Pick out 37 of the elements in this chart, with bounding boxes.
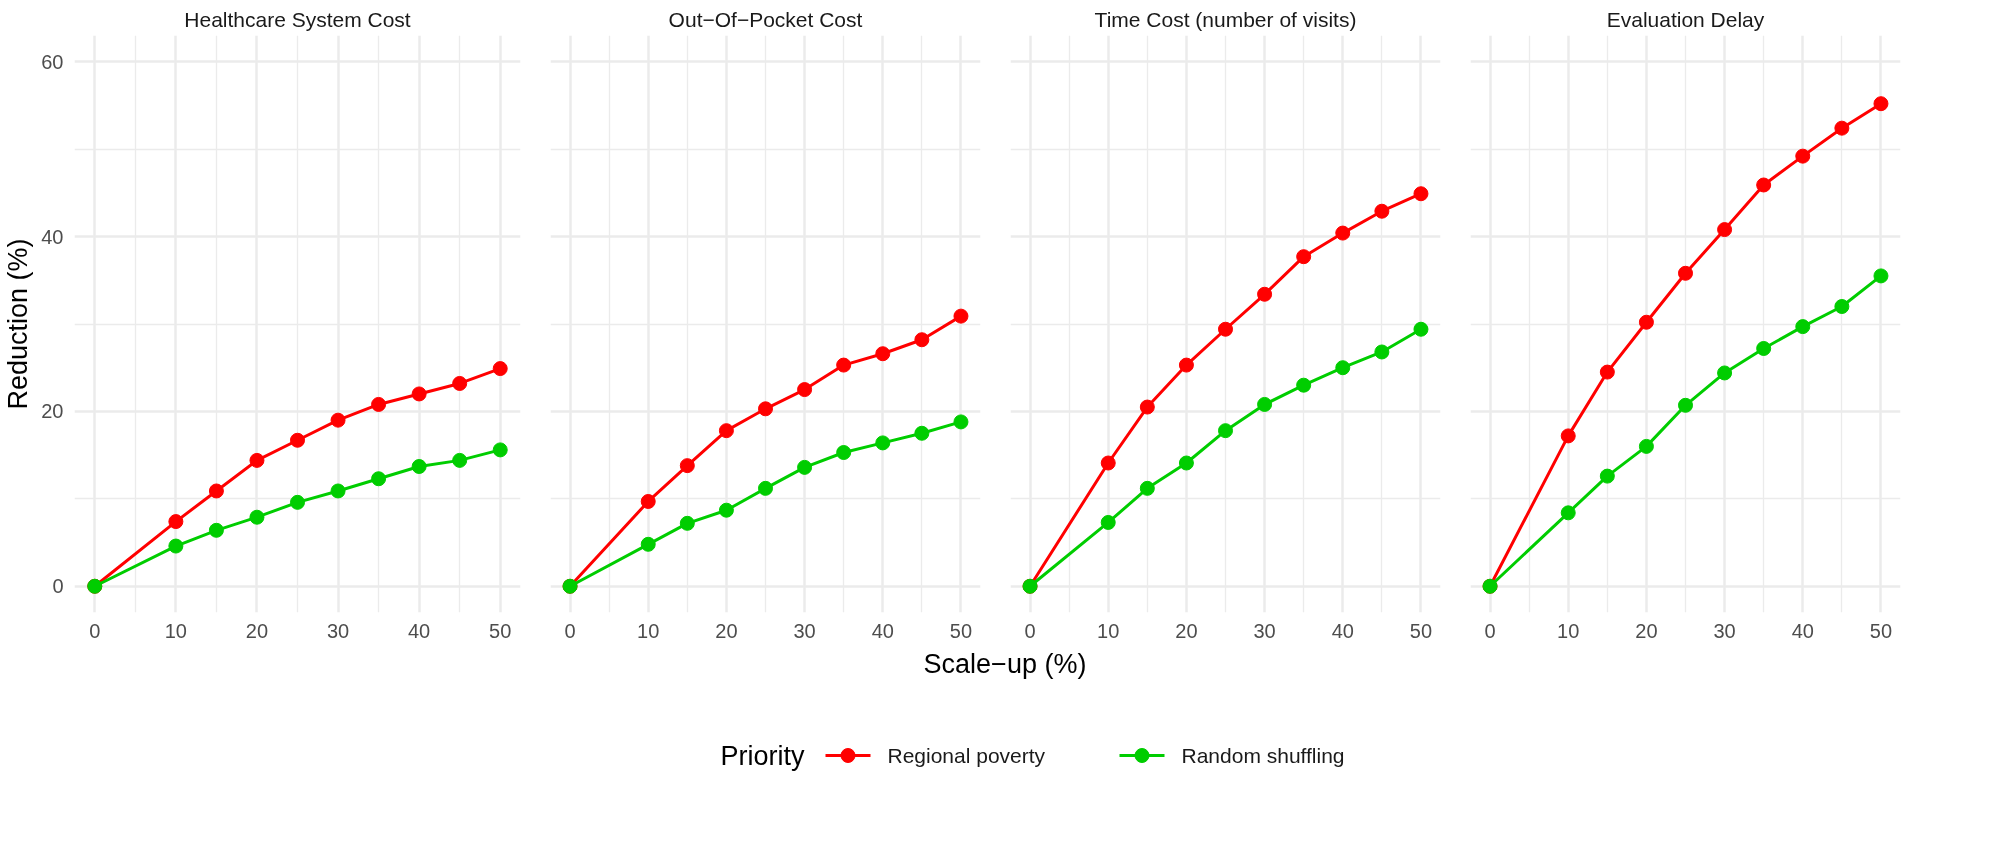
x-tick-label: 10 [1557, 619, 1580, 642]
x-tick-label: 20 [245, 619, 269, 642]
chart-title: Healthcare System Cost [184, 7, 411, 31]
x-tick-label: 20 [1175, 619, 1198, 642]
x-tick-label: 50 [489, 619, 512, 642]
legend-label: Random shuffling [1181, 744, 1345, 767]
x-tick-label: 0 [564, 619, 576, 642]
x-tick-label: 50 [1409, 619, 1433, 642]
x-axis-title: Scale−up (%) [923, 648, 1087, 681]
x-tick-label: 40 [408, 619, 431, 642]
y-tick-label: 0 [52, 575, 64, 598]
y-axis-title: Reduction (%) [3, 238, 34, 410]
x-tick-label: 50 [949, 619, 973, 642]
x-tick-label: 30 [1253, 619, 1276, 642]
legend-title: Priority [720, 740, 806, 771]
x-tick-label: 0 [89, 619, 101, 642]
x-tick-label: 30 [793, 619, 816, 642]
x-tick-label: 40 [1331, 619, 1354, 642]
legend-label: Regional poverty [887, 744, 1046, 767]
x-tick-label: 30 [1713, 619, 1736, 642]
x-tick-label: 10 [637, 619, 660, 642]
x-tick-label: 20 [715, 619, 738, 642]
x-tick-label: 40 [871, 619, 894, 642]
x-tick-label: 30 [326, 619, 350, 642]
x-tick-label: 0 [1024, 619, 1036, 642]
x-tick-label: 40 [1791, 619, 1814, 642]
y-tick-label: 40 [41, 225, 64, 248]
chart-title: Time Cost (number of visits) [1094, 7, 1357, 31]
x-tick-label: 50 [1869, 619, 1893, 642]
x-tick-label: 10 [1097, 619, 1120, 642]
y-tick-label: 60 [41, 50, 64, 73]
chart-title: Out−Of−Pocket Cost [668, 7, 863, 31]
x-tick-label: 10 [164, 619, 187, 642]
chart-title: Evaluation Delay [1606, 7, 1765, 31]
x-tick-label: 20 [1635, 619, 1658, 642]
y-tick-label: 20 [41, 400, 64, 423]
x-tick-label: 0 [1484, 619, 1496, 642]
